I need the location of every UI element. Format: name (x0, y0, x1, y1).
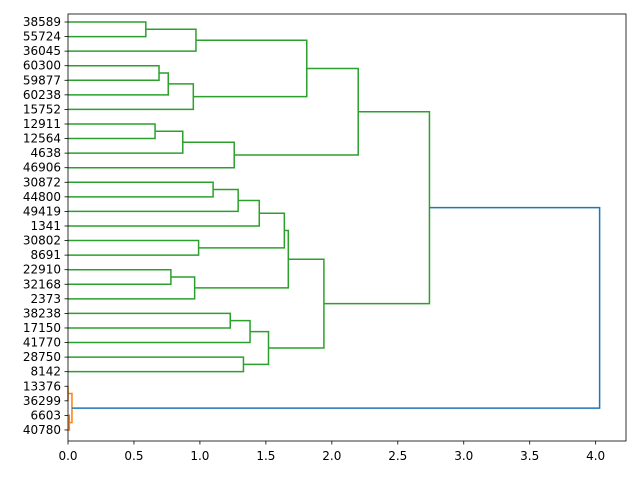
dendrogram-link (68, 83, 195, 111)
leaf-label: 22910 (23, 263, 61, 277)
leaf-label: 38238 (23, 306, 61, 320)
leaf-label: 30872 (23, 175, 61, 189)
leaf-label: 17150 (23, 321, 61, 335)
leaf-label: 1341 (30, 219, 61, 233)
leaf-label: 40780 (23, 423, 61, 437)
dendrogram-link (68, 64, 160, 82)
dendrogram-link (68, 392, 73, 424)
dendrogram-link (68, 28, 197, 52)
leaf-label: 36045 (23, 44, 61, 58)
leaf-label: 59877 (23, 73, 61, 87)
x-axis: 0.0 0.5 1.0 1.5 2.0 2.5 3.0 3.5 4.0 (58, 441, 605, 463)
dendrogram-link (68, 414, 71, 431)
leaf-label: 44800 (23, 190, 61, 204)
x-tick-label: 1.5 (256, 449, 275, 463)
x-tick-label: 3.5 (520, 449, 539, 463)
dendrogram-link (234, 67, 359, 156)
plot-frame (67, 13, 627, 442)
leaf-label: 12564 (23, 132, 61, 146)
dendrogram-link (68, 312, 232, 329)
leaf-label: 60238 (23, 88, 61, 102)
dendrogram-link (68, 141, 235, 169)
leaf-label: 38589 (23, 15, 61, 29)
dendrogram-link (68, 21, 147, 38)
dendrogram-link (68, 276, 196, 300)
dendrogram-link (68, 268, 172, 286)
x-tick-label: 0.0 (58, 449, 77, 463)
x-tick-label: 3.0 (454, 449, 473, 463)
leaf-label: 41770 (23, 336, 61, 350)
leaf-label: 8142 (30, 365, 61, 379)
dendrogram-link (68, 319, 251, 344)
dendrogram-link (323, 110, 431, 305)
dendrogram-link (68, 123, 156, 140)
y-axis-leaf-labels: 3858955724360456030059877602381575212911… (23, 15, 68, 437)
x-tick-label: 0.5 (124, 449, 143, 463)
dendrogram-link (68, 356, 245, 373)
dendrogram-link (68, 72, 170, 96)
leaf-label: 36299 (23, 394, 61, 408)
dendrogram-link (243, 330, 270, 366)
leaf-label: 8691 (30, 248, 61, 262)
leaf-label: 6603 (30, 408, 61, 422)
leaf-label: 13376 (23, 379, 61, 393)
dendrogram-link (194, 229, 290, 289)
dendrogram-link (68, 181, 214, 198)
x-tick-label: 4.0 (586, 449, 605, 463)
leaf-label: 30802 (23, 234, 61, 248)
dendrogram-link (193, 39, 308, 98)
leaf-label: 32168 (23, 277, 61, 291)
leaf-label: 12911 (23, 117, 61, 131)
dendrogram-link (68, 199, 261, 227)
dendrogram-link (268, 258, 325, 349)
dendrogram-link (68, 130, 184, 154)
leaf-label: 55724 (23, 30, 61, 44)
dendrogram-link (198, 212, 286, 249)
leaf-label: 49419 (23, 204, 61, 218)
dendrogram-link (68, 188, 239, 213)
leaf-label: 46906 (23, 161, 61, 175)
dendrogram-link (71, 206, 601, 409)
leaf-label: 4638 (30, 146, 61, 160)
dendrogram-links (67, 21, 601, 431)
leaf-label: 28750 (23, 350, 61, 364)
x-tick-label: 2.0 (322, 449, 341, 463)
dendrogram-link (68, 239, 200, 256)
x-tick-label: 1.0 (190, 449, 209, 463)
x-tick-label: 2.5 (388, 449, 407, 463)
leaf-label: 15752 (23, 102, 61, 116)
leaf-label: 2373 (30, 292, 61, 306)
leaf-label: 60300 (23, 59, 61, 73)
